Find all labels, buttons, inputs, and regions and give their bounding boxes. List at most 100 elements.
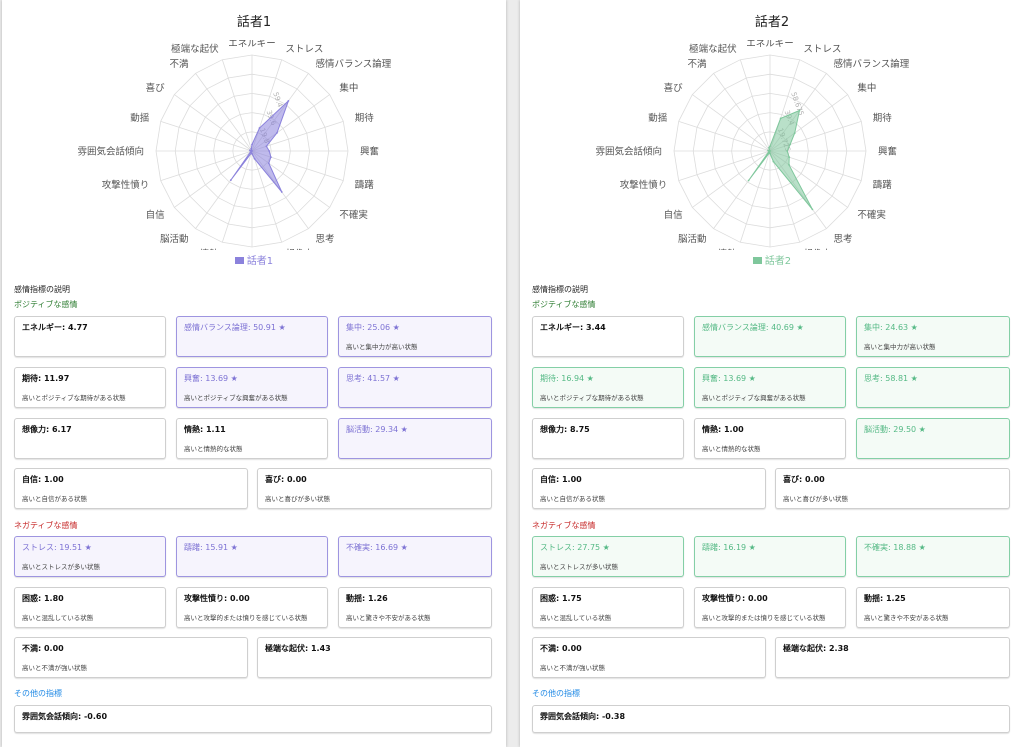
metric-card-thinking: 思考: 41.57 ★ (338, 367, 492, 408)
card-title: 攻撃性憤り: 0.00 (702, 594, 768, 603)
radar-axis-label: 興奮 (360, 146, 380, 158)
card-description: 高いとストレスが多い状態 (22, 563, 100, 571)
metric-card-dissatisfaction: 不満: 0.00 高いと不満が強い状態 (14, 637, 248, 678)
metric-card-aggression: 攻撃性憤り: 0.00 高いと攻撃的または憤りを感じている状態 (694, 587, 846, 628)
card-description: 高いとポジティブな期待がある状態 (22, 394, 126, 402)
radar-point (768, 149, 771, 152)
card-title: 雰囲気会話傾向: -0.38 (540, 712, 626, 721)
card-title: 思考: 58.81 ★ (864, 374, 918, 383)
radar-axis-label: 想像力 (285, 248, 314, 250)
metric-card-extreme: 極端な起伏: 1.43 (257, 637, 492, 678)
radar-axis-label: 期待 (355, 112, 375, 124)
card-description: 高いと情熱的な状態 (184, 445, 243, 453)
metric-card-focus: 集中: 25.06 ★ 高いと集中力が高い状態 (338, 316, 492, 357)
radar-axis-label: 動揺 (130, 112, 150, 124)
radar-axis-label: 雰囲気会話傾向 (595, 146, 662, 158)
radar-axis-label: 想像力 (803, 248, 832, 250)
card-description: 高いと自信がある状態 (540, 495, 605, 503)
radar-axis-label: 集中 (857, 82, 876, 94)
radar-point (788, 163, 790, 166)
radar-point (786, 150, 789, 152)
radar-point (276, 132, 278, 134)
radar-spoke (678, 150, 771, 182)
metric-card-stress: ストレス: 19.51 ★ 高いとストレスが多い状態 (14, 536, 166, 577)
radar-axis-label: 喜び (146, 82, 166, 94)
radar-point (250, 147, 253, 150)
radar-axis-label: 思考 (834, 234, 853, 245)
card-title: 集中: 24.63 ★ (864, 323, 918, 332)
negative-heading: ネガティブな感情 (532, 521, 596, 530)
card-title: エネルギー: 3.44 (540, 323, 606, 332)
radar-spoke (739, 59, 771, 152)
card-description: 高いと混乱している状態 (540, 614, 612, 622)
card-title: 興奮: 13.69 ★ (184, 374, 238, 383)
speaker1-panel: 話者1 エネルギーストレス感情バランス論理集中期待興奮躊躇不確実思考想像力困惑情… (2, 0, 506, 747)
metric-card-upset: 動揺: 1.26 高いと驚きや不安がある状態 (338, 587, 492, 628)
radar-point (798, 109, 801, 112)
card-title: 不確実: 16.69 ★ (346, 543, 408, 552)
radar-point (767, 149, 769, 152)
metric-card-hesitation: 躊躇: 15.91 ★ (176, 536, 328, 577)
card-title: 不確実: 18.88 ★ (864, 543, 926, 552)
positive-heading: ポジティブな感情 (14, 300, 78, 309)
radar-axis-label: 極端な起伏 (689, 43, 737, 55)
card-title: ストレス: 19.51 ★ (22, 543, 92, 552)
metric-card-excitement: 興奮: 13.69 ★ 高いとポジティブな興奮がある状態 (176, 367, 328, 408)
other-heading: その他の指標 (14, 689, 62, 698)
card-title: 自信: 1.00 (22, 475, 64, 484)
card-description: 高いと集中力が高い状態 (864, 343, 936, 351)
radar-point (769, 145, 771, 148)
metric-card-expectation: 期待: 11.97 高いとポジティブな期待がある状態 (14, 367, 166, 408)
radar-point (267, 162, 270, 165)
radar-point (249, 149, 251, 152)
card-title: 感情バランス論理: 40.69 ★ (702, 323, 804, 332)
card-title: 極端な起伏: 2.38 (783, 644, 849, 653)
metric-card-passion: 情熱: 1.11 高いと情熱的な状態 (176, 418, 328, 459)
metric-card-energy: エネルギー: 4.77 (14, 316, 166, 357)
positive-heading: ポジティブな感情 (532, 300, 596, 309)
card-title: 喜び: 0.00 (265, 475, 307, 484)
radar-axis-label: 感情バランス論理 (834, 58, 910, 70)
card-title: 脳活動: 29.50 ★ (864, 425, 926, 434)
radar-spoke (160, 150, 253, 182)
metric-card-dissatisfaction: 不満: 0.00 高いと不満が強い状態 (532, 637, 766, 678)
metric-card-focus: 集中: 24.63 ★ 高いと集中力が高い状態 (856, 316, 1010, 357)
metric-card-hesitation: 躊躇: 16.19 ★ (694, 536, 846, 577)
radar-point (747, 179, 750, 182)
card-title: 困惑: 1.75 (540, 594, 582, 603)
card-title: 思考: 41.57 ★ (346, 374, 400, 383)
radar-axis-label: 喜び (664, 82, 684, 94)
radar-spoke (160, 120, 253, 152)
radar-spoke (692, 94, 771, 152)
metric-card-stress: ストレス: 27.75 ★ 高いとストレスが多い状態 (532, 536, 684, 577)
card-description: 高いと自信がある状態 (22, 495, 87, 503)
metric-card-extreme: 極端な起伏: 2.38 (775, 637, 1010, 678)
radar-point (268, 150, 271, 152)
radar-point (789, 143, 791, 146)
card-title: 攻撃性憤り: 0.00 (184, 594, 250, 603)
chart-legend[interactable]: 話者1 (2, 252, 506, 267)
radar-axis-label: 不確実 (339, 209, 368, 221)
radar-axis-label: 不満 (169, 59, 189, 70)
card-description: 高いと驚きや不安がある状態 (864, 614, 949, 622)
radar-point (280, 191, 283, 193)
radar-point (253, 157, 256, 160)
card-title: 期待: 16.94 ★ (540, 374, 594, 383)
card-title: 雰囲気会話傾向: -0.60 (22, 712, 108, 721)
chart-legend[interactable]: 話者2 (520, 252, 1024, 267)
metric-card-joy: 喜び: 0.00 高いと喜びが多い状態 (257, 468, 492, 509)
speaker2-panel: 話者2 エネルギーストレス感情バランス論理集中期待興奮躊躇不確実思考想像力困惑情… (520, 0, 1024, 747)
metric-card-brain: 脳活動: 29.34 ★ (338, 418, 492, 459)
metric-card-confidence: 自信: 1.00 高いと自信がある状態 (14, 468, 248, 509)
radar-axis-label: 脳活動 (160, 233, 189, 245)
radar-point (768, 146, 770, 149)
radar-axis-label: 情熱 (200, 248, 220, 250)
radar-point (229, 179, 232, 182)
metric-card-expectation: 期待: 16.94 ★ 高いとポジティブな期待がある状態 (532, 367, 684, 408)
metric-card-confusion: 困惑: 1.75 高いと混乱している状態 (532, 587, 684, 628)
card-title: 動揺: 1.26 (346, 594, 388, 603)
radar-axis-label: 思考 (316, 234, 335, 245)
card-title: 集中: 25.06 ★ (346, 323, 400, 332)
card-description: 高いとポジティブな興奮がある状態 (702, 394, 806, 402)
radar-spoke (251, 150, 283, 243)
